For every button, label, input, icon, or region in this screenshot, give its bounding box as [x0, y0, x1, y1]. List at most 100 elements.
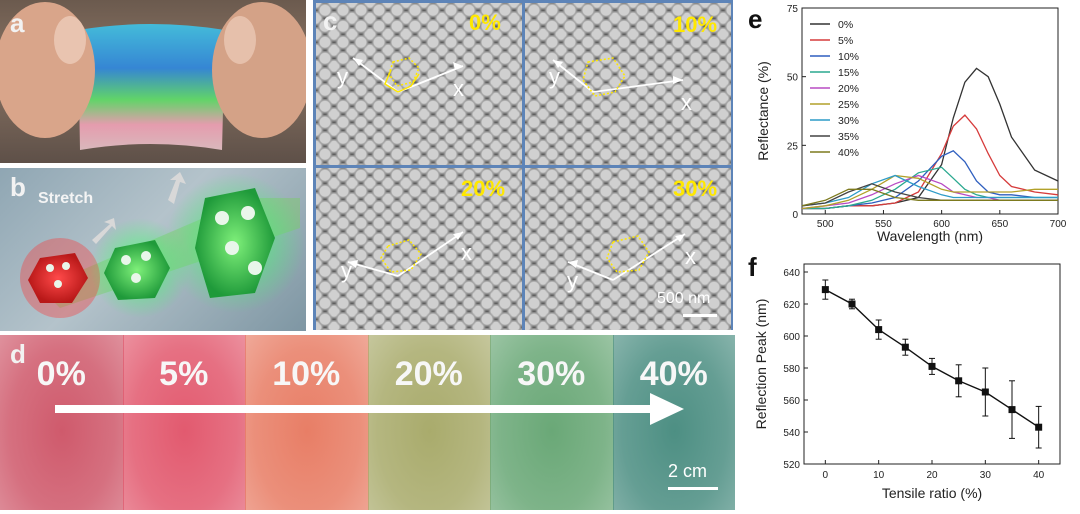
axis-y-label: y: [341, 258, 352, 283]
panel-c-label: c: [323, 6, 338, 36]
y-tick-label: 560: [783, 396, 800, 407]
stretch-label: Stretch: [38, 190, 94, 207]
strain-label: 30%: [517, 355, 586, 393]
strain-label: 0%: [36, 355, 86, 393]
sem-image-30: [525, 168, 731, 330]
y-tick-label: 75: [787, 4, 799, 15]
y-tick-label: 0: [792, 210, 798, 221]
axis-x-label: x: [681, 90, 692, 115]
color-segment: [612, 335, 735, 510]
y-tick-label: 580: [783, 364, 800, 375]
spectrum-line: [801, 188, 1058, 207]
panel-a: a: [0, 0, 306, 163]
strain-label: 40%: [639, 355, 708, 393]
y-tick-label: 50: [787, 73, 799, 84]
x-tick-label: 0: [823, 470, 829, 481]
spectrum-line: [802, 150, 1058, 210]
axis-y-label: y: [567, 268, 578, 293]
panel-f: 0 10 20 30 40 520 540 560 580 600 620 640 Tensile ra…: [740, 252, 1080, 514]
sem-scale-bar-label: 500 nm: [657, 290, 711, 307]
y-axis-label: Reflection Peak (nm): [753, 299, 769, 430]
axis-x-label: x: [453, 76, 464, 101]
strain-label: 20%: [394, 355, 463, 393]
stretch-arrow-icon: [168, 172, 186, 204]
plot-frame: [801, 7, 1059, 215]
color-segment: [245, 335, 369, 510]
panel-e-label: e: [748, 4, 763, 34]
legend-label: 0%: [838, 19, 853, 31]
data-point: [901, 343, 909, 351]
strain-label-10: 10%: [673, 12, 718, 37]
y-tick-label: 520: [783, 460, 800, 471]
stretched-film-photo: [0, 2, 306, 150]
x-tick-label: 550: [875, 219, 892, 230]
legend-label: 25%: [838, 99, 859, 111]
data-point: [875, 326, 883, 334]
legend-label: 20%: [838, 83, 859, 95]
x-tick-label: 500: [817, 219, 834, 230]
y-tick-label: 540: [783, 428, 800, 439]
strain-direction-arrow-icon: [55, 393, 718, 490]
color-segment: [367, 335, 491, 510]
data-point: [981, 388, 989, 396]
color-segment: [122, 335, 246, 510]
x-tick-label: 10: [873, 470, 885, 481]
axis-x-label: x: [685, 244, 696, 269]
strain-label-0: 0%: [469, 10, 501, 35]
strain-label-30: 30%: [673, 176, 718, 201]
reflectance-spectra-chart: 500 550 600 650 700 0 25 50 75 Wavelength (nm) Ref…: [755, 4, 1067, 244]
red-hexagon: [28, 253, 88, 303]
x-axis-label: Tensile ratio (%): [882, 485, 982, 501]
panel-b: b Stretch: [0, 168, 306, 331]
axis-y-label: y: [337, 64, 348, 89]
panel-c: c 0% 10% 20% 30% y x y x y x y x 500 nm: [313, 0, 733, 330]
lattice-axes-overlay: [347, 57, 717, 317]
legend-label: 35%: [838, 131, 859, 143]
legend-label: 15%: [838, 67, 859, 79]
data-point: [955, 377, 963, 385]
y-tick-label: 620: [783, 300, 800, 311]
spectrum-line: [801, 174, 1058, 207]
y-tick-label: 640: [783, 268, 800, 279]
x-tick-label: 30: [980, 470, 992, 481]
x-tick-label: 40: [1033, 470, 1045, 481]
data-point: [848, 300, 856, 308]
color-segment: [490, 335, 614, 510]
panel-b-label: b: [10, 172, 26, 202]
axis-y-label: y: [549, 64, 560, 89]
x-tick-label: 650: [991, 219, 1008, 230]
x-tick-label: 700: [1050, 219, 1067, 230]
legend-label: 10%: [838, 51, 859, 63]
strain-label-20: 20%: [461, 176, 506, 201]
y-axis-label: Reflectance (%): [755, 61, 771, 161]
data-point: [1008, 406, 1016, 414]
strain-label: 5%: [159, 355, 209, 393]
panel-e: 500 550 600 650 700 0 25 50 75 Wavelength (nm) Ref…: [740, 0, 1080, 252]
axis-x-label: x: [461, 240, 472, 265]
spectrum-line: [802, 114, 1059, 210]
photo-scale-bar-label: 2 cm: [668, 461, 708, 481]
legend-label: 40%: [838, 147, 859, 159]
panel-a-label: a: [10, 8, 25, 38]
y-tick-label: 600: [783, 332, 800, 343]
x-axis-label: Wavelength (nm): [877, 228, 983, 244]
data-point: [1035, 423, 1043, 431]
panel-f-label: f: [748, 252, 757, 282]
x-tick-label: 600: [933, 219, 950, 230]
legend-label: 30%: [838, 115, 859, 127]
reflection-peak-chart: 0 10 20 30 40 520 540 560 580 600 620 640 Tensile ra…: [753, 263, 1061, 501]
x-tick-label: 20: [926, 470, 938, 481]
strain-label: 10%: [272, 355, 341, 393]
spectrum-line: [801, 174, 1058, 210]
green-hexagon: [104, 240, 170, 300]
panel-d: 0% 5% 10% 20% 30% 40% d 2 cm: [0, 335, 735, 510]
data-point: [821, 286, 829, 294]
legend-label: 5%: [838, 35, 853, 47]
sem-image-10: [525, 3, 731, 165]
data-point: [928, 362, 936, 370]
stretch-arrow-icon: [92, 218, 116, 244]
sem-image-20: [316, 168, 522, 330]
color-segment: [0, 335, 124, 510]
y-tick-label: 25: [787, 141, 799, 152]
panel-d-label: d: [10, 339, 26, 369]
